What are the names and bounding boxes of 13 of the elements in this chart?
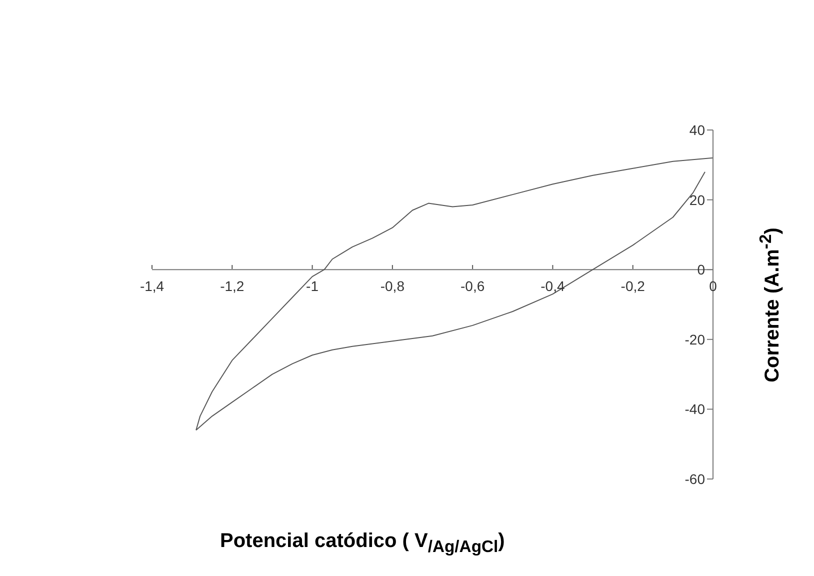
x-tick-label: -0,4 bbox=[540, 278, 565, 294]
y-tick-label: -60 bbox=[684, 470, 706, 487]
y-tick-label: 20 bbox=[689, 192, 706, 208]
x-axis-title: Potencial catódico ( V$_{/Ag/AgCl}$) bbox=[220, 530, 505, 556]
x-tick-label: -0,6 bbox=[460, 278, 485, 294]
x-tick-label: -0,2 bbox=[620, 278, 646, 294]
x-tick-label: -0,8 bbox=[380, 278, 405, 294]
x-tick-label: -1,4 bbox=[140, 278, 164, 294]
y-tick-label: -20 bbox=[684, 331, 706, 348]
y-tick-label: -40 bbox=[684, 401, 706, 418]
x-tick-label: -1,2 bbox=[220, 278, 244, 294]
x-tick-label: -1 bbox=[306, 278, 319, 294]
y-tick-label: 40 bbox=[689, 122, 706, 138]
